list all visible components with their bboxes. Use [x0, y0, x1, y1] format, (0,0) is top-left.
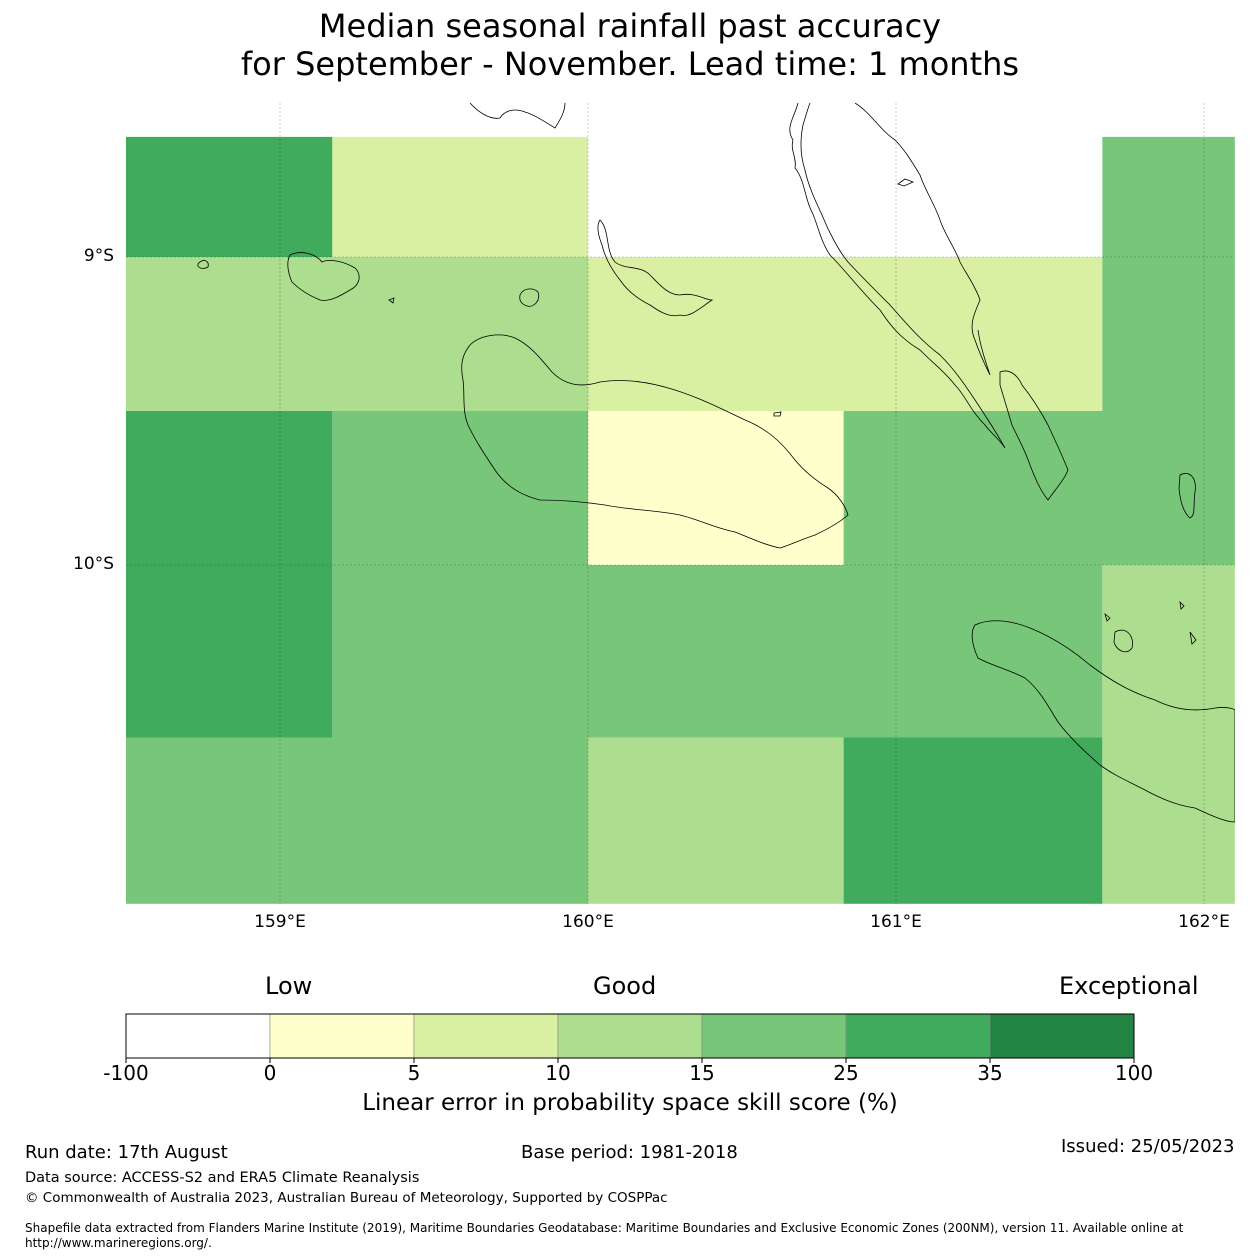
legend-category-low: Low — [265, 972, 313, 1000]
grid-cell — [126, 136, 333, 257]
longitude-label: 159°E — [254, 912, 306, 932]
coastline-northwest — [469, 103, 566, 129]
coastline-santa-isabel-east — [854, 103, 991, 376]
coastline-russell-islands — [287, 252, 360, 301]
data-source: Data source: ACCESS-S2 and ERA5 Climate … — [25, 1170, 420, 1186]
colorbar-tick-label: 35 — [977, 1061, 1003, 1085]
colorbar-tick-label: 5 — [407, 1061, 421, 1085]
grid-cell — [332, 411, 588, 565]
grid-cell — [1102, 257, 1235, 411]
issued-date: Issued: 25/05/2023 — [1061, 1136, 1235, 1157]
coastlines — [197, 103, 1235, 823]
map-title-line-1: Median seasonal rainfall past accuracy — [318, 7, 942, 45]
run-date: Run date: 17th August — [25, 1142, 228, 1163]
grid-cell — [843, 737, 1103, 904]
map-title-line-2: for September - November. Lead time: 1 m… — [240, 45, 1020, 83]
coastline-islet-i — [1179, 600, 1185, 610]
colorbar-segment — [269, 1013, 415, 1059]
grid-cell — [588, 136, 1103, 257]
grid-cell — [588, 411, 844, 565]
colorbar-tick-label: 25 — [833, 1061, 859, 1085]
coastline-islet-e — [773, 411, 782, 417]
coastline-makira — [971, 620, 1235, 823]
grid-cell — [126, 737, 588, 904]
grid-cell — [126, 257, 588, 411]
latitude-label: 9°S — [83, 246, 114, 266]
colorbar-tick-label: 0 — [263, 1061, 277, 1085]
colorbar-segment — [989, 1013, 1135, 1059]
graticule — [126, 103, 1235, 904]
copyright: © Commonwealth of Australia 2023, Austra… — [25, 1190, 668, 1206]
longitude-label: 161°E — [870, 912, 922, 932]
grid-cell — [588, 737, 844, 904]
grid-cell — [126, 565, 333, 738]
coastline-islet-d — [388, 297, 395, 304]
skill-score-grid — [126, 136, 1235, 904]
grid-cell — [1102, 737, 1235, 904]
colorbar-tick-label: 15 — [689, 1061, 715, 1085]
legend-category-exceptional: Exceptional — [1059, 972, 1199, 1000]
grid-cell — [332, 136, 588, 257]
colorbar-segment — [413, 1013, 559, 1059]
coastline-islet-g — [1178, 473, 1196, 519]
grid-cell — [126, 411, 333, 565]
coastline-islet-j — [1189, 631, 1197, 645]
coastline-islet-h — [1104, 612, 1111, 622]
coastline-santa-isabel — [789, 103, 1006, 449]
grid-cell — [588, 257, 1103, 411]
colorbar-tick-label: 100 — [1114, 1061, 1154, 1085]
colorbar — [125, 1013, 1135, 1063]
latitude-label: 10°S — [73, 554, 114, 574]
coastline-islet-a — [897, 178, 915, 187]
colorbar-segment — [701, 1013, 847, 1059]
colorbar-tick-label: 10 — [545, 1061, 571, 1085]
longitude-label: 162°E — [1178, 912, 1230, 932]
coastline-islet-c — [197, 260, 209, 269]
colorbar-title: Linear error in probability space skill … — [362, 1090, 898, 1116]
colorbar-segment — [845, 1013, 991, 1059]
coastline-islet-f — [1113, 629, 1133, 653]
colorbar-segment — [125, 1013, 271, 1059]
shapefile-credit: Shapefile data extracted from Flanders M… — [25, 1221, 1184, 1250]
coastline-malaita — [999, 370, 1069, 501]
base-period: Base period: 1981-2018 — [521, 1142, 738, 1163]
longitude-label: 160°E — [562, 912, 614, 932]
legend-category-good: Good — [593, 972, 657, 1000]
coastline-islet-b — [519, 288, 540, 307]
coastline-guadalcanal — [461, 334, 849, 549]
colorbar-frame — [125, 1013, 1135, 1059]
grid-cell — [1102, 136, 1235, 257]
grid-cell — [332, 565, 1103, 738]
coastline-florida-islands — [597, 219, 714, 317]
grid-cell — [843, 411, 1235, 565]
colorbar-segment — [557, 1013, 703, 1059]
colorbar-tick-label: -100 — [103, 1061, 149, 1085]
